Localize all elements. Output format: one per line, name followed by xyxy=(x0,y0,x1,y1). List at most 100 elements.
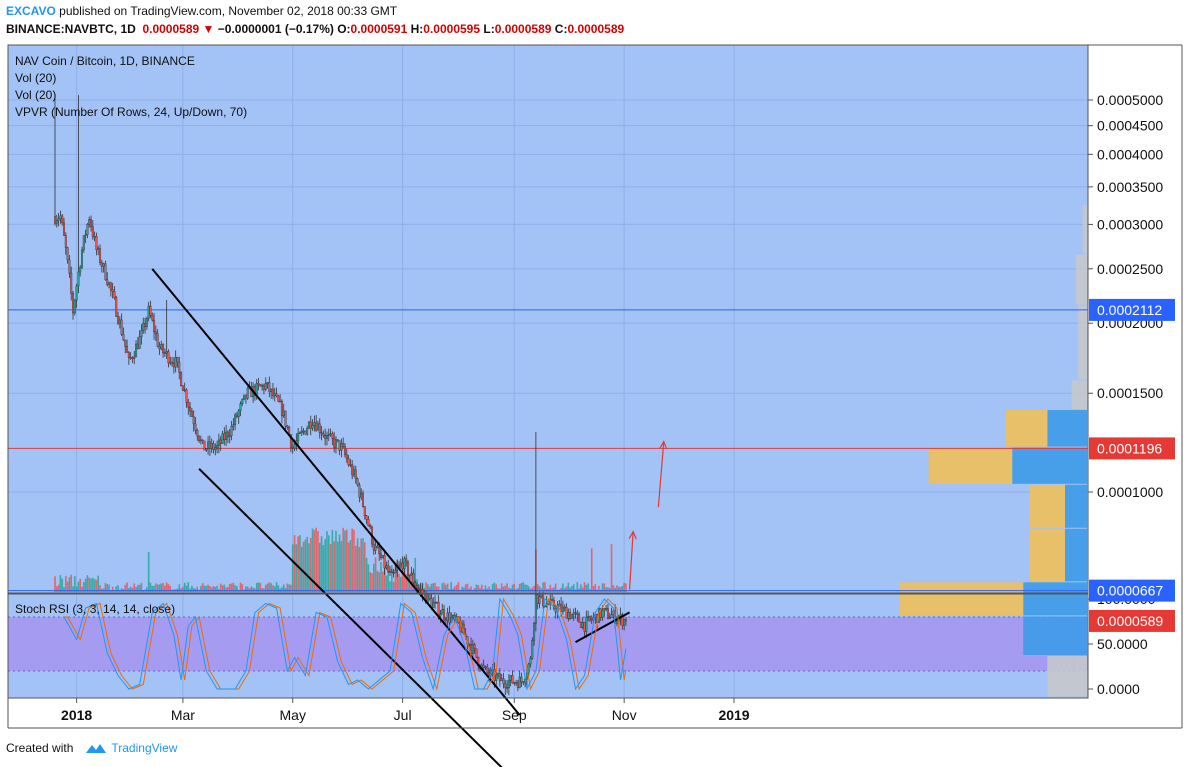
volume-bar xyxy=(407,574,409,592)
candle-body xyxy=(621,614,624,626)
candle-body xyxy=(280,400,283,417)
candle-body xyxy=(306,428,309,435)
y-tick-label: 0.0001500 xyxy=(1097,385,1163,401)
volume-bar xyxy=(495,584,498,592)
volume-bar xyxy=(261,587,263,592)
chart-legend: NAV Coin / Bitcoin, 1D, BINANCE Vol (20)… xyxy=(15,54,247,616)
rsi-y-tick-label: 0.0000 xyxy=(1097,681,1140,697)
volume-bar xyxy=(102,588,105,592)
candle-body xyxy=(190,410,193,417)
y-tick-label: 0.0005000 xyxy=(1097,92,1163,108)
candle-body xyxy=(361,492,364,507)
volume-bar xyxy=(299,535,301,592)
candle-body xyxy=(322,433,325,436)
volume-bar xyxy=(335,530,337,592)
candle-body xyxy=(435,601,438,604)
candle-body xyxy=(475,648,478,658)
candle-body xyxy=(97,248,100,251)
volume-bar xyxy=(493,582,496,592)
volume-bar xyxy=(524,584,526,592)
stoch-rsi-k-line xyxy=(63,597,627,691)
legend-vol-2: Vol (20) xyxy=(15,88,56,102)
volume-bar xyxy=(571,586,573,592)
candle-body xyxy=(325,435,328,439)
volume-bar xyxy=(464,584,467,592)
volume-bar xyxy=(304,539,307,592)
candle-body xyxy=(471,644,474,654)
candle-body xyxy=(572,612,575,615)
tradingview-link[interactable]: TradingView xyxy=(79,741,177,755)
volume-bar xyxy=(504,585,507,592)
candle-body xyxy=(623,619,626,626)
price-label-box xyxy=(1089,298,1175,321)
candle-body xyxy=(108,282,111,285)
volume-bar xyxy=(461,586,463,592)
candle-body xyxy=(307,421,310,429)
volume-bar xyxy=(605,587,607,592)
candle-body xyxy=(448,612,451,623)
volume-bar xyxy=(331,529,334,592)
candle-body xyxy=(376,545,379,548)
x-tick-label: May xyxy=(280,707,306,723)
candle-body xyxy=(360,492,363,498)
candle-body xyxy=(414,582,417,586)
candle-body xyxy=(183,389,186,391)
rsi-y-tick-label: 50.0000 xyxy=(1097,636,1148,652)
candle-body xyxy=(102,263,105,267)
axes: 2018 Mar May Jul Sep Nov 2019 0.0005000 0.000450… xyxy=(61,92,1175,723)
candle-body xyxy=(133,356,136,359)
candle-body xyxy=(90,219,93,227)
volume-bar xyxy=(554,583,557,592)
author-name[interactable]: EXCAVO xyxy=(6,4,56,18)
volume-bar xyxy=(90,578,92,592)
volume-bar xyxy=(488,586,490,592)
volume-bar xyxy=(517,588,519,592)
volume-bar xyxy=(273,586,276,592)
volume-bar xyxy=(57,584,60,592)
candle-body xyxy=(91,226,94,237)
stoch-rsi-d-line xyxy=(64,597,627,691)
candle-body xyxy=(394,570,397,574)
volume-bar xyxy=(264,584,267,592)
candle-body xyxy=(73,299,76,314)
volume-bar xyxy=(164,585,166,592)
main-pane-background[interactable] xyxy=(8,45,1088,593)
price-label-text: 0.0000589 xyxy=(1097,613,1163,629)
volume-bar xyxy=(454,586,456,592)
volume-profile-up xyxy=(1012,447,1087,484)
volume-bar xyxy=(160,583,163,592)
y-tick-label: 0.0003500 xyxy=(1097,179,1163,195)
volume-bar xyxy=(266,583,269,592)
candle-body xyxy=(255,382,258,396)
volume-bar xyxy=(59,575,62,592)
candle-body xyxy=(558,603,561,607)
volume-bar xyxy=(437,586,440,592)
candle-body xyxy=(408,574,411,577)
volume-profile-down xyxy=(1076,254,1081,305)
volume-bar xyxy=(196,586,199,592)
candle-body xyxy=(428,594,431,599)
volume-bar xyxy=(371,573,373,592)
volume-bar xyxy=(207,584,209,592)
volume-bar xyxy=(210,587,213,592)
volume-bar xyxy=(270,583,272,592)
volume-bar xyxy=(205,586,208,592)
candle-body xyxy=(309,421,312,429)
volume-bar xyxy=(372,563,375,592)
candle-body xyxy=(54,216,57,224)
volume-bar xyxy=(191,585,193,592)
volume-profile-up xyxy=(1023,616,1087,656)
candle-body xyxy=(352,469,355,476)
volume-bar xyxy=(385,575,388,592)
candle-body xyxy=(525,672,528,680)
candle-body xyxy=(333,438,336,448)
candle-body xyxy=(72,293,75,314)
volume-profile-up xyxy=(1047,410,1087,447)
volume-bar xyxy=(117,585,119,592)
candle-body xyxy=(608,617,611,620)
candle-body xyxy=(434,601,437,604)
candle-body xyxy=(316,423,319,431)
volume-bar xyxy=(470,586,472,592)
candle-body xyxy=(603,608,606,611)
